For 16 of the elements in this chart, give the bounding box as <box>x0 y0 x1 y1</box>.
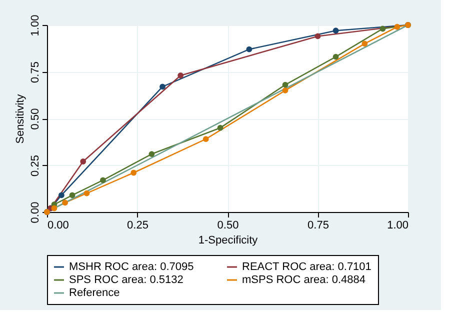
x-tick-label: 0.00 <box>48 220 69 232</box>
legend-label: Reference <box>69 287 120 299</box>
y-axis-title: Sensitivity <box>14 94 26 144</box>
x-tick-label: 1.00 <box>387 220 408 232</box>
y-tick-label: 0.75 <box>30 62 42 83</box>
y-tick-label: 0.25 <box>30 155 42 176</box>
y-tick-label: 0.50 <box>30 108 42 130</box>
legend-label: mSPS ROC area: 0.4884 <box>242 274 366 286</box>
x-tick-label: 0.25 <box>127 220 148 232</box>
legend-label: REACT ROC area: 0.7101 <box>242 261 372 273</box>
legend-label: SPS ROC area: 0.5132 <box>69 274 184 286</box>
legend-label: MSHR ROC area: 0.7095 <box>69 261 194 273</box>
x-tick-label: 0.50 <box>217 220 239 232</box>
y-tick-label: 1.00 <box>30 14 42 36</box>
x-axis-title: 1-Specificity <box>198 234 258 246</box>
x-tick-label: 0.75 <box>308 220 329 232</box>
